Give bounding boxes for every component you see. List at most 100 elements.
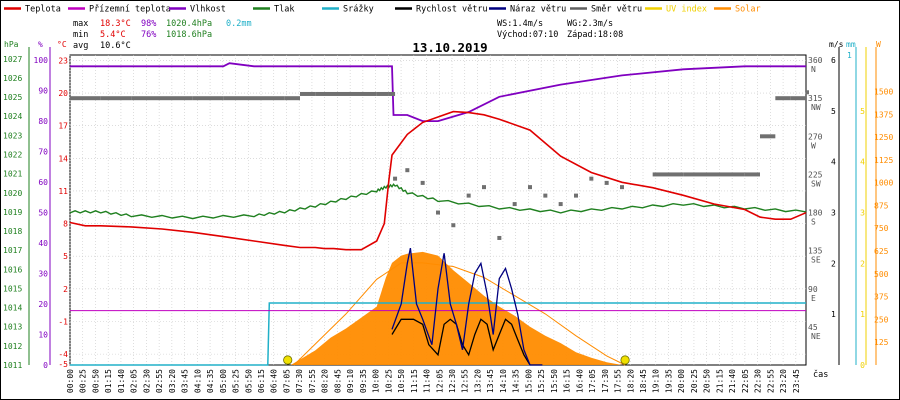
wind-dir-mark bbox=[451, 223, 456, 228]
axis-dir-tick: 90 bbox=[808, 285, 818, 294]
axis-w-tick: 1125 bbox=[874, 156, 893, 165]
wind-dir-mark bbox=[528, 185, 532, 190]
series-solar-area bbox=[290, 251, 622, 365]
stats-max-press: 1020.4hPa bbox=[166, 19, 212, 29]
stats-sunrise: Východ:07:10 bbox=[497, 30, 558, 40]
stats-avg-temp: 10.6°C bbox=[100, 41, 131, 51]
wind-dir-mark bbox=[714, 172, 745, 177]
axis-mm-tick: 1 bbox=[847, 51, 852, 60]
axis-x-tick: 12:05 bbox=[435, 369, 444, 393]
wind-dir-mark bbox=[604, 180, 609, 185]
axis-x-tick: 19:35 bbox=[665, 369, 674, 393]
axis-ms-tick: 4 bbox=[831, 158, 836, 167]
wind-dir-mark bbox=[162, 96, 193, 101]
axis-x-tick: 04:10 bbox=[193, 369, 202, 393]
axis-x-tick: 15:25 bbox=[537, 369, 546, 393]
wind-dir-mark bbox=[420, 180, 425, 185]
axis-hpa-unit: hPa bbox=[4, 40, 19, 49]
axis-x-tick: 21:15 bbox=[715, 369, 724, 393]
chart-title: 13.10.2019 bbox=[412, 40, 487, 55]
series-rain bbox=[70, 302, 806, 366]
axis-x-tick: 08:20 bbox=[321, 369, 330, 393]
axis-uv-tick: 0 bbox=[860, 361, 865, 370]
axis-x-tick: 12:55 bbox=[461, 369, 470, 393]
axis-dir-label: W bbox=[811, 141, 816, 150]
sunrise-marker bbox=[283, 355, 293, 365]
wind-dir-mark bbox=[388, 91, 396, 96]
axis-dir-tick: 360 bbox=[808, 56, 823, 65]
axis-x-tick: 00:00 bbox=[66, 369, 75, 393]
axis-ms-unit: m/s bbox=[829, 40, 844, 49]
axis-x-tick: 10:00 bbox=[372, 369, 381, 393]
axis-dir-label: NE bbox=[811, 332, 821, 341]
axis-dir-label: NW bbox=[811, 103, 821, 112]
stats-max-temp: 18.3°C bbox=[100, 19, 131, 29]
axis-x-tick: 17:05 bbox=[588, 369, 597, 393]
axis-hpa-tick: 1011 bbox=[3, 361, 22, 370]
wind-dir-mark bbox=[543, 193, 548, 198]
wind-dir-mark bbox=[652, 172, 684, 177]
axis-ms-tick: 1 bbox=[831, 310, 836, 319]
wind-dir-mark bbox=[393, 176, 398, 181]
wind-dir-mark bbox=[620, 185, 624, 190]
axis-x-tick: 01:40 bbox=[117, 369, 126, 393]
axis-ms-tick: 2 bbox=[831, 259, 836, 268]
axis-dir-label: SW bbox=[811, 179, 821, 188]
axis-uv-tick: 3 bbox=[860, 209, 865, 218]
axis-x-tick: 19:10 bbox=[652, 369, 661, 393]
wind-dir-mark bbox=[574, 193, 578, 198]
wind-dir-mark bbox=[405, 168, 410, 173]
axis-x-tick: 20:50 bbox=[703, 369, 712, 393]
axis-w-tick: 250 bbox=[874, 315, 889, 324]
axis-x-tick: 16:15 bbox=[563, 369, 572, 393]
legend-label: Vlhkost bbox=[190, 5, 226, 15]
axis-uv-tick: 1 bbox=[860, 310, 865, 319]
axis-pct-tick: 90 bbox=[38, 87, 48, 96]
axis-x-tick: 05:25 bbox=[232, 369, 241, 393]
stats-avg-label: avg bbox=[73, 41, 88, 51]
wind-dir-mark bbox=[315, 91, 346, 96]
axis-x-tick: 03:45 bbox=[181, 369, 190, 393]
wind-dir-mark bbox=[558, 202, 563, 207]
stats-max-label: max bbox=[73, 19, 88, 29]
axis-degc-tick: 23 bbox=[58, 56, 68, 65]
stats-min-hum: 76% bbox=[141, 30, 156, 40]
axis-x-tick: 13:20 bbox=[474, 369, 483, 393]
axis-dir-tick: 225 bbox=[808, 170, 823, 179]
axis-x-tick: 17:55 bbox=[614, 369, 623, 393]
stats-max-rain: 0.2mm bbox=[226, 19, 252, 29]
axis-x-tick: 13:45 bbox=[486, 369, 495, 393]
axis-degc-tick: -5 bbox=[58, 360, 68, 369]
wind-dir-mark bbox=[254, 96, 285, 101]
legend-label: Náraz větru bbox=[510, 5, 566, 15]
axis-x-tick: 14:10 bbox=[499, 369, 508, 393]
axis-uv-tick: 4 bbox=[860, 158, 865, 167]
stats-ws: WS:1.4m/s bbox=[497, 19, 543, 29]
axis-w-tick: 500 bbox=[874, 270, 889, 279]
axis-uv-tick: 2 bbox=[860, 259, 865, 268]
wind-dir-mark bbox=[284, 96, 300, 101]
axis-dir-tick: 45 bbox=[808, 323, 818, 332]
axis-x-tick: 06:40 bbox=[270, 369, 279, 393]
legend-label: Teplota bbox=[25, 5, 61, 15]
axis-w-tick: 375 bbox=[874, 293, 889, 302]
legend-label: Rychlost větru bbox=[416, 5, 488, 15]
axis-w-tick: 1000 bbox=[874, 179, 893, 188]
axis-pct-tick: 50 bbox=[38, 209, 48, 218]
axis-pct-tick: 40 bbox=[38, 239, 48, 248]
axis-w-tick: 750 bbox=[874, 224, 889, 233]
wind-dir-mark bbox=[192, 96, 224, 101]
axis-x-tick: 22:05 bbox=[741, 369, 750, 393]
axis-pct-tick: 80 bbox=[38, 117, 48, 126]
axis-dir-label: E bbox=[811, 294, 816, 303]
axis-degc-tick: -4 bbox=[58, 350, 68, 359]
wind-dir-mark bbox=[346, 91, 377, 96]
axis-x-tick: 08:45 bbox=[333, 369, 342, 393]
axis-w-tick: 1375 bbox=[874, 110, 893, 119]
axis-pct-tick: 10 bbox=[38, 331, 48, 340]
axis-x-tick: 06:15 bbox=[257, 369, 266, 393]
axis-x-tick: 16:40 bbox=[575, 369, 584, 393]
wind-dir-mark bbox=[683, 172, 714, 177]
